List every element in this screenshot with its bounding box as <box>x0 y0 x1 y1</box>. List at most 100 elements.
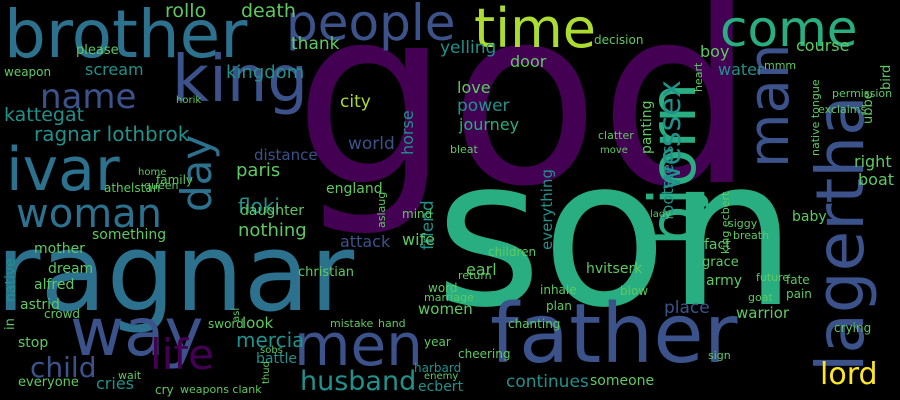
word: paris <box>236 160 281 181</box>
word: floki <box>238 194 280 218</box>
word: breath <box>733 229 770 242</box>
word: ragnar lothbrok <box>34 122 190 146</box>
word: attack <box>340 232 391 251</box>
word: dream <box>48 261 94 277</box>
word: mistake <box>330 317 374 330</box>
word: everything <box>538 169 556 250</box>
word: bleat <box>450 143 478 156</box>
word: mmm <box>764 59 797 72</box>
word: come <box>720 0 858 58</box>
word: ecbert <box>418 379 464 395</box>
word: chanting <box>508 317 561 331</box>
word: crowd <box>44 307 81 321</box>
word: hand <box>378 317 406 330</box>
word: plan <box>546 299 572 313</box>
word: future <box>756 271 790 284</box>
word: way <box>70 294 204 371</box>
word: exclaims <box>818 103 867 116</box>
word: fate <box>786 273 810 287</box>
word: daughter <box>240 203 304 219</box>
word: battle <box>256 351 297 367</box>
word: journey <box>459 115 520 134</box>
word: wife <box>402 230 436 249</box>
word: marriage <box>424 291 474 304</box>
word: life <box>150 330 214 379</box>
word: thank <box>291 34 340 54</box>
word: women <box>418 300 473 318</box>
word: alfred <box>34 277 75 293</box>
word: panting <box>639 100 655 154</box>
word: home <box>138 167 167 178</box>
word: wait <box>118 369 142 382</box>
word: time <box>474 0 597 60</box>
word: fact <box>704 237 731 253</box>
word: king ecbert <box>719 191 732 254</box>
word: lady <box>650 209 672 220</box>
word: word <box>428 281 458 295</box>
word: sign <box>708 349 731 362</box>
word: cries <box>96 374 134 393</box>
word: year <box>424 335 451 349</box>
word: goat <box>748 291 773 304</box>
word: everyone <box>18 375 79 390</box>
word: decision <box>594 33 644 47</box>
word: england <box>326 181 383 197</box>
word: sobs <box>260 345 283 356</box>
word: crying <box>834 321 872 335</box>
word: ragnar <box>0 211 355 336</box>
word: kattegat <box>4 104 85 126</box>
word: return <box>458 269 492 282</box>
word: warrior <box>736 304 790 322</box>
word: ivar <box>6 135 120 205</box>
word: husband <box>300 366 417 397</box>
word: lord <box>820 357 878 392</box>
word: earl <box>466 260 497 279</box>
word: course <box>796 36 850 55</box>
word: something <box>92 227 167 243</box>
word: pain <box>786 287 812 301</box>
word: baby <box>792 209 827 225</box>
word: look <box>242 314 274 332</box>
word: please <box>76 43 119 58</box>
word: boat <box>858 170 895 189</box>
word: door <box>510 52 547 71</box>
word: place <box>664 298 710 318</box>
word: native tongue <box>809 79 822 156</box>
word: move <box>600 145 628 156</box>
word: kingdom <box>226 62 305 83</box>
word: men <box>294 311 423 379</box>
word: child <box>30 351 97 384</box>
word: boy <box>700 42 730 61</box>
word: love <box>457 78 491 97</box>
word: harbard <box>414 361 462 375</box>
word: family <box>156 173 194 187</box>
word: native <box>3 258 19 302</box>
word: queen <box>144 179 179 192</box>
word: army <box>706 273 743 289</box>
word: weapon <box>4 65 52 79</box>
word: horse <box>398 110 417 155</box>
word: mind <box>402 207 433 221</box>
word: asi <box>231 307 242 322</box>
word: enemy <box>424 371 459 382</box>
word: astrid <box>20 297 60 313</box>
word: horik <box>176 95 202 106</box>
word: brother <box>4 0 248 73</box>
word: god <box>294 0 755 240</box>
word: cheering <box>458 347 511 361</box>
word: heart <box>692 62 705 92</box>
word: hvitserk <box>586 261 643 277</box>
word: siggy <box>728 217 758 230</box>
word: christian <box>298 265 355 280</box>
word: world <box>348 134 395 154</box>
word: yelling <box>440 38 497 58</box>
word: weapons clank <box>180 383 262 396</box>
word: rollo <box>165 0 207 22</box>
word: inhale <box>540 283 577 297</box>
word: nothing <box>238 220 307 241</box>
word: athelstan <box>104 181 161 195</box>
word: permission <box>832 87 893 100</box>
word: children <box>488 245 537 259</box>
word: mercia <box>236 328 305 352</box>
word: blow <box>620 284 649 298</box>
